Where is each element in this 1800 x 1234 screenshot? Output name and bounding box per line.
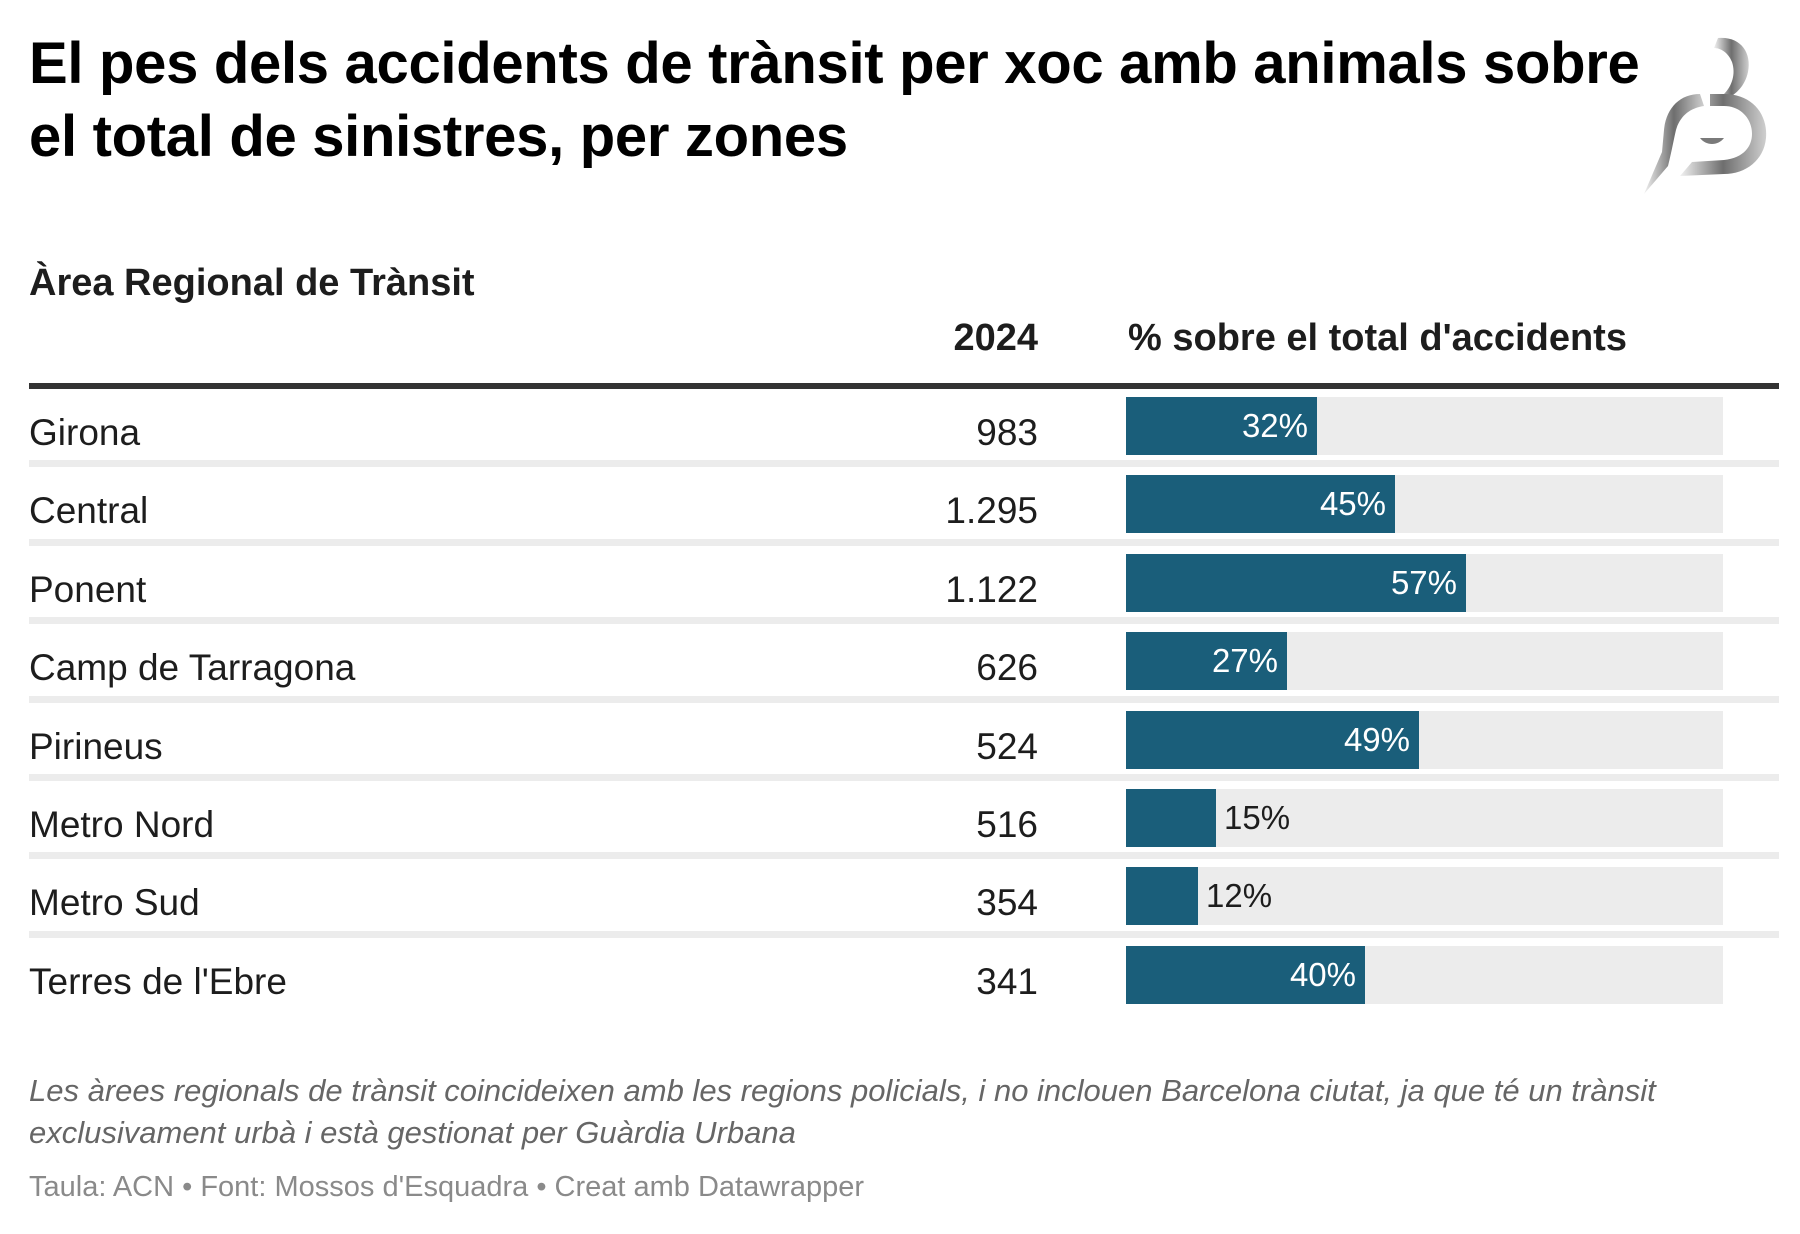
area-name: Metro Nord [29,803,215,845]
percent-bar [1126,867,1198,926]
table-body: Girona 983 32% Central 1.295 45% Ponent 1.122 57… [29,389,1779,1016]
accident-count: 524 [976,725,1038,767]
header-rule [29,383,1779,389]
accident-count: 354 [976,882,1038,924]
column-header-area[interactable]: Àrea Regional de Trànsit [29,262,475,304]
area-name: Girona [29,412,141,453]
table-row: Ponent 1.122 57% [29,546,1779,625]
bar-track: 15% [1126,788,1723,847]
area-name: Ponent [29,568,147,610]
percent-label: 27% [1211,642,1278,680]
footnote: Les àrees regionals de trànsit coincidei… [29,1073,1656,1150]
column-header-percent[interactable]: % sobre el total d'accidents [1128,317,1627,359]
percent-label: 40% [1289,955,1356,993]
bar-track: 45% [1126,475,1723,534]
percent-label: 49% [1343,720,1410,758]
accident-count: 1.295 [945,490,1038,532]
table-row: Camp de Tarragona 626 27% [29,624,1779,703]
percent-bar [1126,710,1419,769]
percent-label: 12% [1206,877,1273,915]
percent-bar [1126,397,1317,455]
table-row: Girona 983 32% [29,389,1779,468]
area-name: Metro Sud [29,882,200,924]
bar-track: 49% [1126,710,1723,769]
percent-label: 15% [1224,798,1291,836]
percent-label: 57% [1390,563,1457,601]
accident-count: 516 [976,803,1038,845]
accident-count: 983 [976,412,1038,453]
percent-label: 32% [1241,407,1308,444]
table-row: Terres de l'Ebre 341 40% [29,938,1779,1016]
source-line: Taula: ACN • Font: Mossos d'Esquadra • C… [29,1171,864,1203]
percent-bar [1126,945,1365,1004]
percent-bar [1126,475,1395,534]
accident-count: 1.122 [945,568,1038,610]
brand-logo-icon [1644,37,1767,194]
area-name: Terres de l'Ebre [29,960,287,1002]
percent-bar [1126,632,1287,691]
area-name: Camp de Tarragona [29,647,356,689]
area-name: Central [29,490,149,532]
accident-count: 626 [976,647,1038,689]
table-row: Pirineus 524 49% [29,703,1779,781]
bar-track: 27% [1126,632,1723,691]
table-row: Metro Nord 516 15% [29,781,1779,860]
percent-bar [1126,553,1466,612]
column-header-year[interactable]: 2024 [953,317,1038,359]
bar-track: 40% [1126,945,1723,1004]
bar-track: 12% [1126,867,1723,926]
table-row: Central 1.295 45% [29,467,1779,546]
area-name: Pirineus [29,725,163,767]
accident-count: 341 [976,960,1038,1002]
bar-track: 57% [1126,553,1723,612]
percent-label: 45% [1319,485,1386,523]
percent-bar [1126,788,1216,847]
bar-track: 32% [1126,397,1723,455]
table-row: Metro Sud 354 12% [29,859,1779,938]
chart-title: El pes dels accidents de trànsit per xoc… [29,31,1640,169]
